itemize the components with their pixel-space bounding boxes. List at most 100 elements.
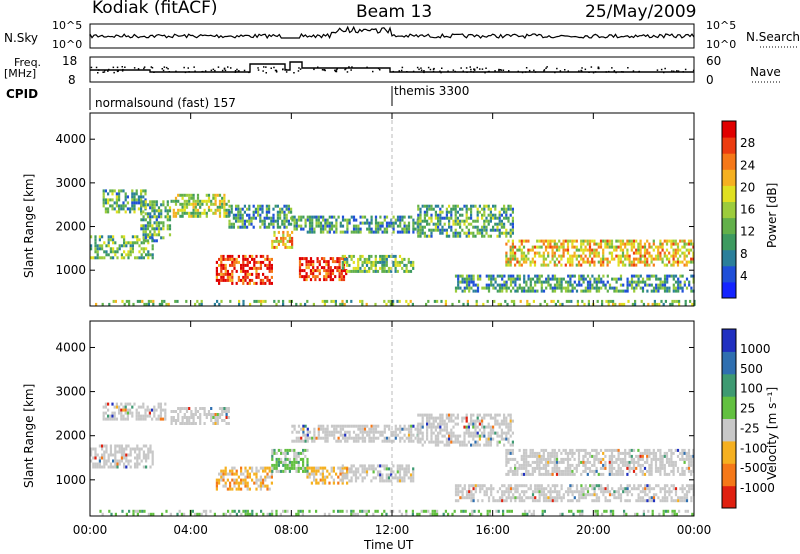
power-heatmap — [90, 189, 696, 306]
power-colorbar-tick: 8 — [740, 247, 748, 261]
nave-dot — [265, 72, 267, 74]
nave-dot — [632, 70, 635, 72]
velocity-colorbar-swatch — [722, 418, 736, 442]
freq-unit: [MHz] — [4, 67, 37, 80]
nave-dot — [97, 72, 99, 74]
nave-dot — [615, 71, 617, 74]
nave-dot — [151, 67, 154, 69]
nave-dot — [234, 70, 237, 72]
colorbar-frame — [721, 120, 737, 299]
nave-dot — [564, 69, 566, 71]
nave-dot — [201, 71, 203, 73]
nave-dot — [460, 67, 462, 69]
nave-dot — [95, 66, 98, 69]
power-colorbar-tick: 16 — [740, 203, 755, 217]
nave-dot — [313, 68, 315, 71]
nave-dot — [462, 70, 464, 72]
nave-dot — [663, 71, 665, 74]
nave-dot — [334, 69, 336, 72]
nave-dot — [163, 66, 166, 68]
nave-dot — [677, 70, 680, 72]
nave-dot — [470, 68, 472, 71]
nave-dot — [581, 70, 583, 73]
power-colorbar-swatch — [722, 169, 736, 186]
velocity-colorbar-swatch — [722, 440, 736, 464]
nave-dot — [230, 67, 232, 69]
nave-dot — [153, 71, 155, 73]
nave-dot — [473, 68, 476, 71]
nave-dot — [452, 69, 455, 71]
nave-dot — [605, 71, 607, 73]
nave-dot — [299, 68, 302, 70]
nave-dot — [350, 69, 352, 71]
power-colorbar-tick: 20 — [740, 180, 755, 194]
nave-dot — [406, 71, 408, 73]
cpid-segment-1: normalsound (fast) 157 — [95, 96, 236, 110]
nave-dot — [581, 67, 583, 69]
nave-dot — [285, 68, 287, 71]
nave-dot — [441, 67, 443, 69]
nave-dot — [590, 66, 593, 68]
nave-dot — [401, 66, 404, 69]
nave-dot — [345, 67, 347, 70]
nave-dot — [454, 70, 456, 73]
nave-dot — [372, 70, 374, 73]
nave-dot — [121, 66, 123, 68]
nave-dot — [297, 70, 300, 72]
nave-dot — [102, 71, 104, 73]
station-title: Kodiak (fitACF) — [92, 0, 218, 18]
nave-dot — [499, 69, 502, 71]
nave-dot — [466, 71, 468, 73]
nave-dot — [97, 69, 100, 71]
nave-dot — [578, 70, 580, 72]
nsearch-hi: 10^5 — [706, 19, 737, 32]
nsky-hi: 10^5 — [52, 19, 83, 32]
nave-dot — [608, 70, 610, 73]
nave-dot — [143, 66, 146, 68]
power-colorbar-swatch — [722, 233, 736, 251]
nave-dot — [418, 68, 420, 71]
date-title: 25/May/2009 — [585, 2, 697, 22]
nave-dot — [580, 69, 582, 72]
power-colorbar-swatch — [722, 281, 736, 299]
nave-hi: 60 — [706, 54, 722, 68]
nave-dot — [620, 71, 623, 73]
nave-dot — [613, 70, 615, 73]
nave-dot — [275, 70, 278, 72]
nave-dot — [479, 68, 481, 70]
nave-dot — [502, 69, 505, 71]
nave-dot — [210, 69, 213, 72]
velocity-colorbar-tick: 25 — [740, 402, 755, 416]
x-tick-label: 16:00 — [475, 523, 510, 537]
nave-dot — [224, 69, 227, 72]
nave-dot — [214, 69, 216, 72]
nave-dot — [167, 68, 169, 70]
nave-dot — [528, 69, 531, 72]
nave-dot — [175, 70, 177, 73]
nave-dot — [137, 68, 140, 70]
nave-dot — [344, 68, 346, 71]
cpid-segment-2: themis 3300 — [394, 84, 470, 98]
nave-dot — [121, 70, 124, 72]
nave-dot — [238, 70, 240, 72]
x-tick-label: 00:00 — [73, 523, 108, 537]
nave-dot — [472, 71, 475, 73]
nave-dot — [671, 70, 673, 72]
nave-dot — [420, 69, 423, 71]
nave-dot — [533, 69, 535, 72]
nave-dot — [212, 68, 215, 71]
velocity-heatmap — [90, 402, 695, 516]
nave-dot — [248, 71, 250, 74]
nave-dot — [673, 70, 675, 73]
nave-dot — [420, 67, 422, 69]
nave-dot — [117, 70, 119, 72]
power-colorbar-swatch — [722, 249, 736, 267]
nave-dot — [165, 66, 168, 69]
nave-dot — [525, 67, 528, 69]
power-colorbar-tick: 28 — [740, 136, 755, 150]
nave-dot — [470, 70, 472, 73]
nave-dot — [263, 66, 265, 68]
nave-dot — [113, 71, 115, 74]
nave-dot — [476, 66, 478, 69]
